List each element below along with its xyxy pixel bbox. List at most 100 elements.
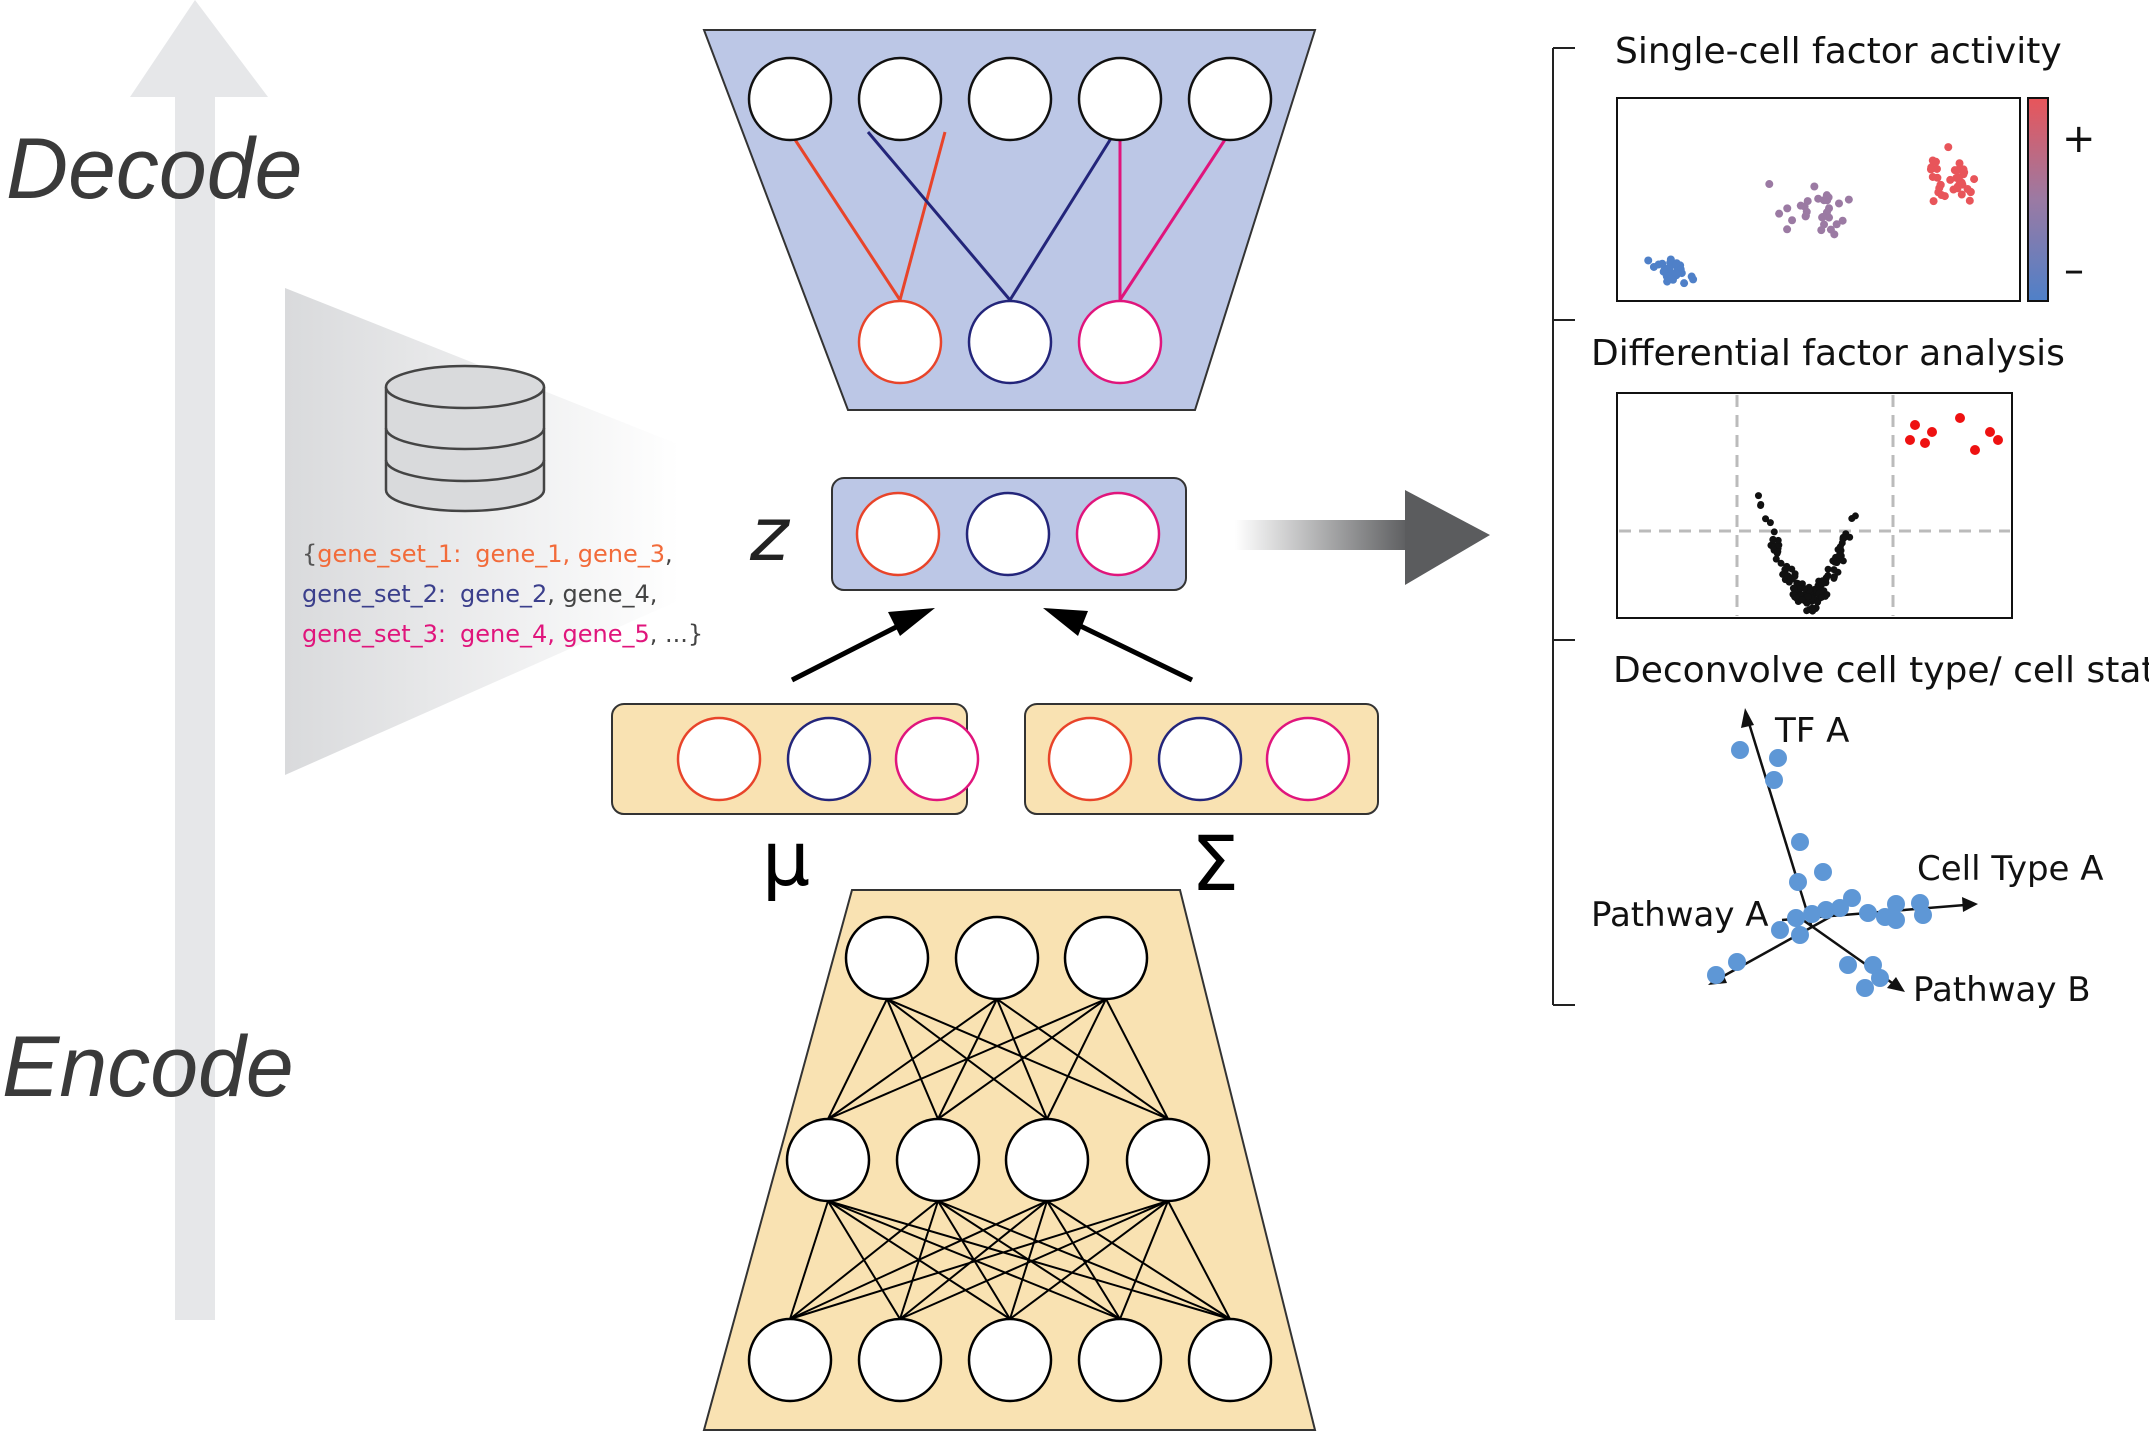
volcano-plot-frame [1616, 392, 2013, 619]
cell-dot [1825, 213, 1834, 222]
deconvolve-dot [1817, 901, 1835, 919]
volcano-dot [1772, 555, 1780, 563]
gene-set-3-genes: gene_4, gene_5 [460, 620, 650, 648]
encoder-edge [1046, 1200, 1231, 1320]
cell-dot [1810, 182, 1819, 191]
cell-dot [1835, 199, 1844, 208]
volcano-significant-dot [1970, 445, 1980, 455]
deconvolve-dot [1814, 863, 1832, 881]
volcano-dot [1818, 580, 1826, 588]
volcano-dot [1779, 570, 1787, 578]
gene-set-definitions: {gene_set_1: gene_1, gene_3, gene_set_2: g… [302, 540, 703, 648]
gene-set-1-genes: gene_1, gene_3 [475, 540, 665, 568]
cell-dot [1926, 165, 1935, 174]
gene-set-2-key: gene_set_2: [302, 580, 446, 608]
volcano-dot [1839, 533, 1847, 541]
cell-dot [1946, 175, 1955, 184]
volcano-dot [1788, 565, 1796, 573]
encoder-node [967, 1317, 1053, 1403]
volcano-dot [1774, 536, 1782, 544]
cell-dot [1957, 190, 1966, 199]
cell-dot [1788, 216, 1797, 225]
encoder-edge [1046, 1200, 1121, 1320]
deconvolve-dot [1728, 953, 1746, 971]
encoder-edge [789, 1200, 829, 1320]
deconvolve-dot [1839, 956, 1857, 974]
single-cell-title: Single-cell factor activity [1615, 31, 2062, 72]
encoder-edge [899, 1200, 1048, 1320]
cell-dot [1649, 262, 1658, 271]
encoder-node [895, 1117, 981, 1203]
z-label: z [749, 492, 791, 578]
cell-dot [1672, 259, 1681, 268]
deconvolve-dot [1831, 899, 1849, 917]
gene-set-3-key: gene_set_3: [302, 620, 446, 648]
decoder-node [747, 56, 833, 142]
encoder-nodes [747, 915, 1273, 1403]
deconvolve-dot [1856, 979, 1874, 997]
volcano-significant-dot [1985, 427, 1995, 437]
encoder [702, 889, 1317, 1431]
deconvolve-dot [1769, 749, 1787, 767]
cell-dot [1970, 175, 1979, 184]
cell-dot [1944, 143, 1953, 152]
database-icon [384, 364, 546, 513]
deconvolve-title: Deconvolve cell type/ cell state [1613, 650, 2149, 691]
axis-label-tf-a: TF A [1774, 711, 1849, 751]
axis-label-cell-type-a: Cell Type A [1917, 849, 2104, 889]
gene-set-1-trail: , [665, 540, 673, 568]
sigma-layer: Σ [1024, 703, 1379, 908]
gene-set-3-trail: , ...} [650, 620, 703, 648]
encoder-edge [827, 998, 998, 1120]
deconvolve-dot [1791, 833, 1809, 851]
encoder-node [785, 1117, 871, 1203]
gene-set-2-gene-a: gene_2 [460, 580, 547, 608]
mu-label: μ [762, 814, 810, 903]
volcano-dot [1830, 566, 1838, 574]
database-beam [285, 288, 680, 775]
cell-dot [1820, 220, 1829, 229]
sigma-node-red [1047, 716, 1133, 802]
encoder-node [1187, 1317, 1273, 1403]
cell-dot [1936, 180, 1945, 189]
decoder-factor-nodes [857, 299, 1163, 385]
volcano-dot [1774, 548, 1782, 556]
decoder-node [967, 56, 1053, 142]
volcano-dot [1851, 512, 1859, 520]
cell-dot [1765, 180, 1774, 189]
colorbar-minus: – [2064, 247, 2084, 293]
encoder-node [844, 915, 930, 1001]
volcano-dot [1818, 593, 1826, 601]
sigma-node-blue [1157, 716, 1243, 802]
gene-set-line-3: gene_set_3: gene_4, gene_5, ...} [302, 620, 703, 648]
direction-arrow [130, 0, 268, 1320]
cell-dot [1689, 275, 1698, 284]
encoder-edge [899, 1200, 1169, 1320]
deconvolve-dot [1914, 906, 1932, 924]
results-bracket [1552, 47, 1575, 1006]
volcano-dot [1782, 565, 1790, 573]
encoder-connections [789, 998, 1231, 1320]
cell-dot [1932, 164, 1941, 173]
panel-single-cell-factor-activity: Single-cell factor activity + – [1615, 31, 2096, 302]
volcano-significant-dot [1905, 435, 1915, 445]
volcano-dot [1803, 607, 1811, 615]
cell-dot [1803, 197, 1812, 206]
volcano-scatter [1754, 413, 2003, 615]
encoder-edge [1119, 1200, 1169, 1320]
colorbar-plus: + [2062, 116, 2096, 162]
cell-dot [1775, 209, 1784, 218]
encoder-edge [789, 1200, 1048, 1320]
deconvolve-dot [1787, 909, 1805, 927]
cell-dot [1822, 191, 1831, 200]
decoder-node [857, 56, 943, 142]
volcano-dot [1769, 536, 1777, 544]
volcano-dot [1830, 574, 1838, 582]
volcano-dot [1824, 572, 1832, 580]
cell-dot [1963, 185, 1972, 194]
decoder [702, 29, 1317, 411]
encoder-node [1077, 1317, 1163, 1403]
decoder-factor-node-blue [967, 299, 1053, 385]
deconvolve-dot [1803, 905, 1821, 923]
single-cell-scatter [1644, 143, 1979, 288]
